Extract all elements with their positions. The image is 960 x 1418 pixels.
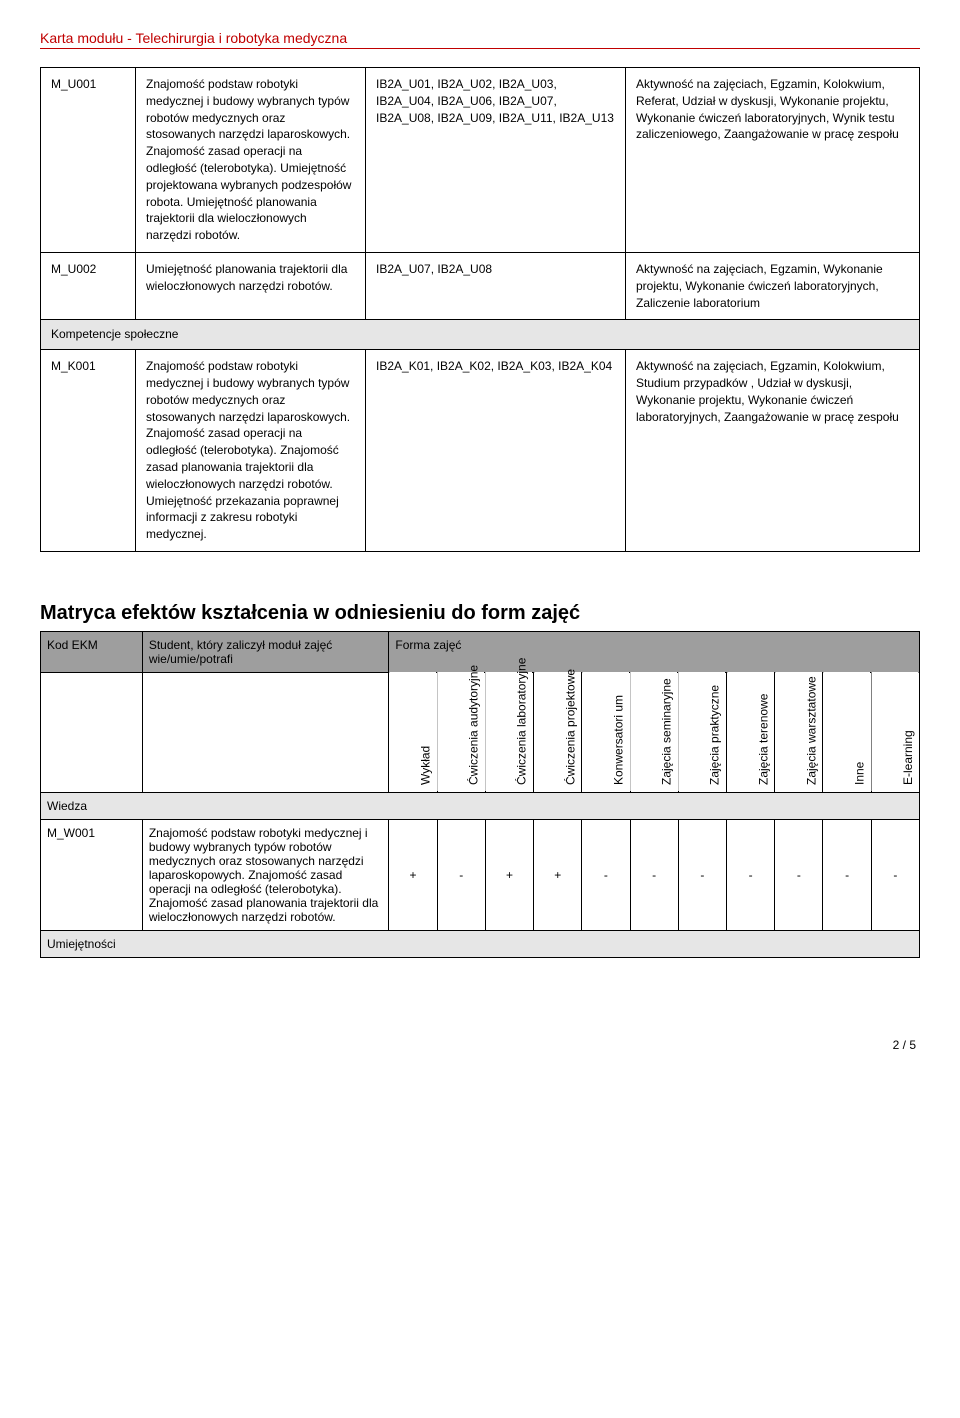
page-title: Karta modułu - Telechirurgia i robotyka … <box>40 30 920 49</box>
cell-desc: Znajomość podstaw robotyki medycznej i b… <box>136 68 366 253</box>
cell-refs: IB2A_U07, IB2A_U08 <box>366 252 626 319</box>
row-k001: M_K001 Znajomość podstaw robotyki medycz… <box>41 350 920 552</box>
row-wiedza-section: Wiedza <box>41 792 920 819</box>
section-label: Kompetencje społeczne <box>41 320 920 350</box>
col-cw-audytoryjne: Ćwiczenia audytoryjne <box>437 672 485 792</box>
col-seminaryjne: Zajęcia seminaryjne <box>630 672 678 792</box>
col-cw-projektowe: Ćwiczenia projektowe <box>534 672 582 792</box>
col-elearning: E-learning <box>871 672 919 792</box>
cell-v7: - <box>678 819 726 930</box>
cell-refs: IB2A_K01, IB2A_K02, IB2A_K03, IB2A_K04 <box>366 350 626 552</box>
row-u001: M_U001 Znajomość podstaw robotyki medycz… <box>41 68 920 253</box>
col-praktyczne: Zajęcia praktyczne <box>678 672 726 792</box>
col-wyklad: Wykład <box>389 672 437 792</box>
col-cw-laboratoryjne: Ćwiczenia laboratoryjne <box>485 672 533 792</box>
matrix-header-student: Student, który zaliczył moduł zajęć wie/… <box>142 631 389 672</box>
cell-refs: IB2A_U01, IB2A_U02, IB2A_U03, IB2A_U04, … <box>366 68 626 253</box>
cell-code: M_U002 <box>41 252 136 319</box>
matrix-column-labels: Wykład Ćwiczenia audytoryjne Ćwiczenia l… <box>41 672 920 792</box>
cell-v4: + <box>534 819 582 930</box>
matrix-heading: Matryca efektów kształcenia w odniesieni… <box>40 602 920 625</box>
row-w001: M_W001 Znajomość podstaw robotyki medycz… <box>41 819 920 930</box>
cell-act: Aktywność na zajęciach, Egzamin, Kolokwi… <box>626 350 920 552</box>
matrix-table: Kod EKM Student, który zaliczył moduł za… <box>40 631 920 958</box>
row-komp-section: Kompetencje społeczne <box>41 320 920 350</box>
col-terenowe: Zajęcia terenowe <box>727 672 775 792</box>
cell-desc: Znajomość podstaw robotyki medycznej i b… <box>136 350 366 552</box>
empty-cell <box>142 672 389 792</box>
cell-v8: - <box>727 819 775 930</box>
cell-act: Aktywność na zajęciach, Egzamin, Wykonan… <box>626 252 920 319</box>
empty-cell <box>41 672 143 792</box>
cell-desc: Znajomość podstaw robotyki medycznej i b… <box>142 819 389 930</box>
col-konwersatorium: Konwersatori um <box>582 672 630 792</box>
outcomes-table: M_U001 Znajomość podstaw robotyki medycz… <box>40 67 920 552</box>
cell-act: Aktywność na zajęciach, Egzamin, Kolokwi… <box>626 68 920 253</box>
cell-code: M_W001 <box>41 819 143 930</box>
col-warsztatowe: Zajęcia warsztatowe <box>775 672 823 792</box>
cell-v11: - <box>871 819 919 930</box>
matrix-header-kod: Kod EKM <box>41 631 143 672</box>
cell-v2: - <box>437 819 485 930</box>
cell-v5: - <box>582 819 630 930</box>
col-inne: Inne <box>823 672 871 792</box>
cell-v1: + <box>389 819 437 930</box>
cell-v10: - <box>823 819 871 930</box>
page-number: 2 / 5 <box>40 1038 920 1052</box>
cell-v6: - <box>630 819 678 930</box>
row-u002: M_U002 Umiejętność planowania trajektori… <box>41 252 920 319</box>
section-label: Umiejętności <box>41 930 920 957</box>
cell-code: M_K001 <box>41 350 136 552</box>
cell-desc: Umiejętność planowania trajektorii dla w… <box>136 252 366 319</box>
cell-v3: + <box>485 819 533 930</box>
cell-code: M_U001 <box>41 68 136 253</box>
cell-v9: - <box>775 819 823 930</box>
section-label: Wiedza <box>41 792 920 819</box>
row-umiej-section: Umiejętności <box>41 930 920 957</box>
